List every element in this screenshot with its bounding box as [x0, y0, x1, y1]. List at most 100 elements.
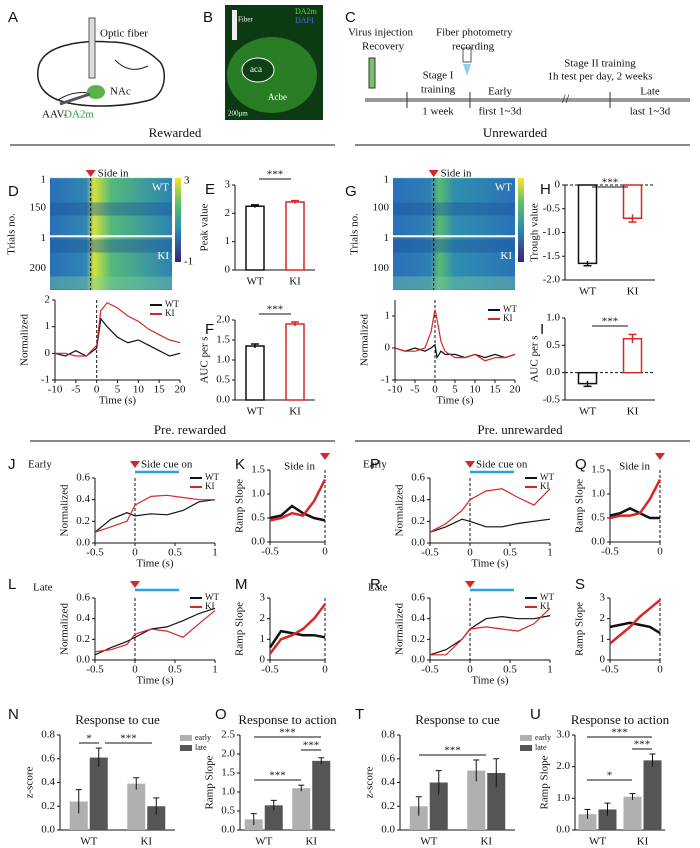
y-tick-label: 0.0: [411, 654, 425, 666]
event-marker: [130, 581, 140, 588]
x-tick-label: 0: [322, 546, 328, 558]
label: training: [421, 84, 456, 96]
x-tick-label: KI: [289, 406, 301, 418]
sig-label: *: [607, 770, 613, 782]
line: [269, 479, 327, 522]
y-tick-label: 0.4: [411, 612, 425, 624]
x-tick-label: -5: [410, 384, 420, 396]
x-tick-label: 0.5: [503, 547, 517, 559]
y-axis-label: Normalized: [394, 603, 406, 655]
y-tick-label: -1: [41, 374, 50, 386]
x-tick-label: 0.5: [168, 547, 182, 559]
y-tick-label: 0.6: [411, 592, 425, 604]
y-tick-label: 0.8: [41, 729, 55, 741]
x-tick-label: WT: [246, 406, 263, 418]
y-tick-label: 0: [260, 654, 266, 666]
legend-label: WT: [205, 592, 219, 602]
y-tick-label: 1: [260, 633, 266, 645]
y-tick-label: 0.0: [546, 366, 560, 378]
y-tick-label: 0.0: [76, 537, 90, 549]
legend-label: late: [535, 743, 547, 752]
bar: [245, 345, 265, 401]
y-tick-label: 3: [260, 592, 266, 604]
label: DAPI: [295, 16, 314, 25]
legend-swatch: [520, 735, 532, 741]
x-tick-label: 0: [657, 664, 663, 676]
event-marker: [130, 461, 140, 468]
legend-swatch: [180, 745, 192, 751]
x-tick-label: KI: [627, 406, 639, 418]
annotation: Late: [368, 582, 388, 594]
label: Stage I: [423, 70, 454, 82]
schematic-c: C // Virus injection Recovery Fiber phot…: [345, 9, 690, 118]
panel-label: F: [205, 321, 214, 338]
label: AAV-: [42, 109, 67, 121]
y-tick-label: 0.2: [41, 800, 55, 812]
y-axis-label: Ramp Slope: [539, 755, 551, 809]
panel-label: S: [575, 576, 585, 593]
event-label: Side in: [98, 168, 129, 180]
panel-label: R: [370, 576, 381, 593]
y-axis-label: Peak value: [199, 203, 211, 251]
x-tick-label: 1: [212, 547, 218, 559]
y-axis-label: Ramp Slope: [574, 479, 586, 533]
legend-swatch: [180, 735, 192, 741]
x-tick-label: 0: [94, 384, 100, 396]
x-tick-label: -0.5: [261, 664, 279, 676]
y-tick-label: 1: [384, 174, 390, 186]
x-tick-label: WT: [255, 836, 272, 848]
y-tick-label: 0: [225, 264, 231, 276]
label: Late: [640, 86, 660, 98]
y-tick-label: 0.4: [76, 493, 90, 505]
y-tick-label: 0.4: [381, 776, 395, 788]
panel-label: D: [8, 183, 19, 200]
event-marker: [428, 170, 439, 177]
panel-label: L: [8, 576, 16, 593]
x-tick-label: 1: [212, 664, 218, 676]
y-tick-label: 0.8: [381, 729, 395, 741]
line: [394, 309, 516, 362]
x-tick-label: 1: [547, 664, 553, 676]
x-tick-label: WT: [80, 836, 97, 848]
label: Fiber: [238, 16, 253, 24]
line: [268, 629, 326, 649]
annotation: Side in: [284, 461, 315, 473]
heatmap: [393, 178, 515, 290]
x-tick-label: WT: [579, 406, 596, 418]
bar: [623, 796, 642, 830]
x-tick-label: -0.5: [421, 547, 439, 559]
y-tick-label: 2: [600, 612, 606, 624]
label: Stage II training: [564, 58, 636, 70]
legend-label: KI: [503, 313, 513, 323]
label: Virus injection: [348, 27, 414, 39]
sig-label: ***: [602, 316, 619, 328]
panel-label: A: [8, 9, 18, 26]
y-tick-label: 1: [41, 174, 47, 186]
y-tick-label: 2.0: [216, 314, 230, 326]
label: 1h test per day, 2 weeks: [548, 71, 653, 83]
y-tick-label: 0.5: [591, 512, 605, 524]
y-tick-label: 0.0: [251, 536, 265, 548]
y-tick-label: 0: [555, 179, 561, 191]
legend-label: early: [195, 733, 211, 742]
panel-label: Q: [575, 456, 587, 473]
sig-label: ***: [611, 727, 628, 739]
bar: [643, 760, 662, 830]
event-marker: [655, 453, 665, 460]
y-axis-label: z-score: [364, 767, 376, 799]
panel-label: E: [205, 181, 215, 198]
y-tick-label: 1: [384, 232, 390, 244]
line: [54, 317, 181, 357]
x-tick-label: 0: [467, 664, 473, 676]
label: Recovery: [362, 41, 405, 53]
y-tick-label: 1.5: [591, 464, 605, 476]
panel-label: B: [203, 9, 213, 26]
bar: [127, 783, 146, 830]
annotation: Side cue on: [476, 459, 528, 471]
y-tick-label: 0.6: [76, 592, 90, 604]
panel-label: K: [235, 456, 245, 473]
chart-title: Response to action: [571, 712, 670, 727]
bar: [467, 770, 486, 830]
colorbar-label: 3: [184, 175, 190, 187]
